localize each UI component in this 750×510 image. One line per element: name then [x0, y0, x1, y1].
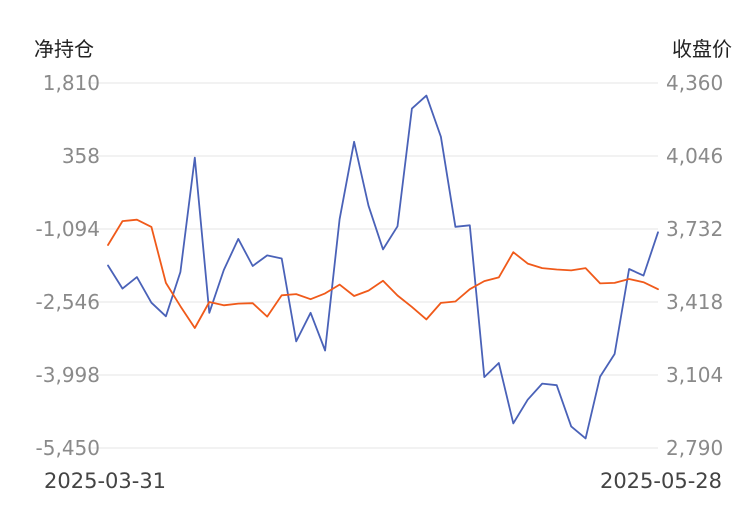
right-tick-label: 3,418	[666, 290, 723, 314]
right-axis-title: 收盘价	[672, 37, 732, 61]
left-tick-label: 1,810	[43, 71, 100, 95]
series-lines	[107, 94, 659, 440]
left-axis-ticks: 1,810 358 -1,094 -2,546 -3,998 -5,450	[36, 71, 100, 460]
close-price-series-line	[107, 218, 659, 329]
left-tick-label: 358	[62, 144, 100, 168]
left-tick-label: -5,450	[36, 436, 100, 460]
net-position-series-line	[107, 94, 659, 440]
right-tick-label: 3,104	[666, 363, 723, 387]
right-tick-label: 4,360	[666, 71, 723, 95]
left-tick-label: -2,546	[36, 290, 100, 314]
right-tick-label: 3,732	[666, 217, 723, 241]
left-tick-label: -3,998	[36, 363, 100, 387]
gridlines	[88, 82, 658, 449]
right-axis-ticks: 4,360 4,046 3,732 3,418 3,104 2,790	[666, 71, 723, 460]
right-tick-label: 2,790	[666, 436, 723, 460]
x-start-date-label: 2025-03-31	[44, 469, 166, 493]
right-tick-label: 4,046	[666, 144, 723, 168]
left-axis-title: 净持仓	[34, 37, 94, 61]
left-tick-label: -1,094	[36, 217, 100, 241]
x-end-date-label: 2025-05-28	[600, 469, 722, 493]
